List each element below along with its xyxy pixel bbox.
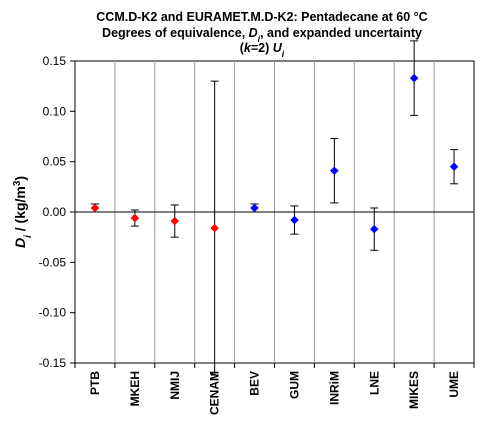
data-point-marker — [90, 203, 100, 213]
data-point-marker — [170, 216, 180, 226]
text-run: / (kg/m — [12, 186, 28, 235]
plot-area: 0.15 0.10 0.05 0.00 -0.05 -0.10 -0.15 PTB MKEH NM… — [39, 40, 475, 415]
text-run: , and expanded uncertainty — [260, 26, 422, 40]
text-run: ) — [12, 176, 28, 181]
category-label: MKEH — [128, 371, 142, 406]
data-point-marker — [290, 215, 299, 225]
chart-title-line-3: (k=2) Ui — [240, 41, 285, 59]
text-run: i — [282, 49, 285, 59]
category-label: LNE — [367, 371, 381, 395]
category-label: CENAM — [208, 371, 222, 415]
y-tick-label: 0.05 — [43, 155, 67, 169]
data-point-marker — [210, 223, 220, 233]
text-run: U — [273, 41, 283, 55]
chart-title-line-2: Degrees of equivalence, Di, and expanded… — [102, 26, 422, 44]
y-tick-label: -0.15 — [39, 356, 67, 370]
category-label: GUM — [287, 371, 301, 399]
data-point-marker — [409, 73, 419, 83]
y-tick-label: 0.15 — [43, 54, 67, 68]
text-run: i — [23, 235, 34, 238]
text-run: i — [258, 34, 261, 44]
chart-title: CCM.D-K2 and EURAMET.M.D-K2: Pentadecane… — [96, 10, 427, 59]
y-axis-label: Di / (kg/m3) — [12, 176, 34, 248]
data-point-marker — [369, 224, 379, 234]
text-run: D — [12, 238, 28, 248]
category-label: NMIJ — [168, 371, 182, 400]
text-run: D — [249, 26, 258, 40]
category-label: MIKES — [407, 371, 421, 409]
text-run: =2) — [251, 41, 273, 55]
text-run: 3 — [12, 180, 23, 186]
data-point-marker — [449, 162, 459, 172]
data-point-marker — [130, 213, 140, 223]
category-label: INRiM — [327, 371, 341, 405]
data-point-marker — [250, 203, 259, 213]
text-run: k — [244, 41, 252, 55]
category-label: BEV — [248, 371, 262, 396]
text-run: Degrees of equivalence, — [102, 26, 249, 40]
y-tick-label: -0.10 — [39, 306, 67, 320]
category-label: PTB — [88, 371, 102, 395]
data-point-marker — [329, 166, 339, 176]
chart-title-line-1: CCM.D-K2 and EURAMET.M.D-K2: Pentadecane… — [96, 10, 427, 24]
y-tick-label: 0.10 — [43, 104, 67, 118]
y-tick-label: -0.05 — [39, 255, 67, 269]
y-tick-label: 0.00 — [43, 205, 67, 219]
text-run: ( — [240, 41, 245, 55]
category-label: UME — [447, 371, 461, 398]
